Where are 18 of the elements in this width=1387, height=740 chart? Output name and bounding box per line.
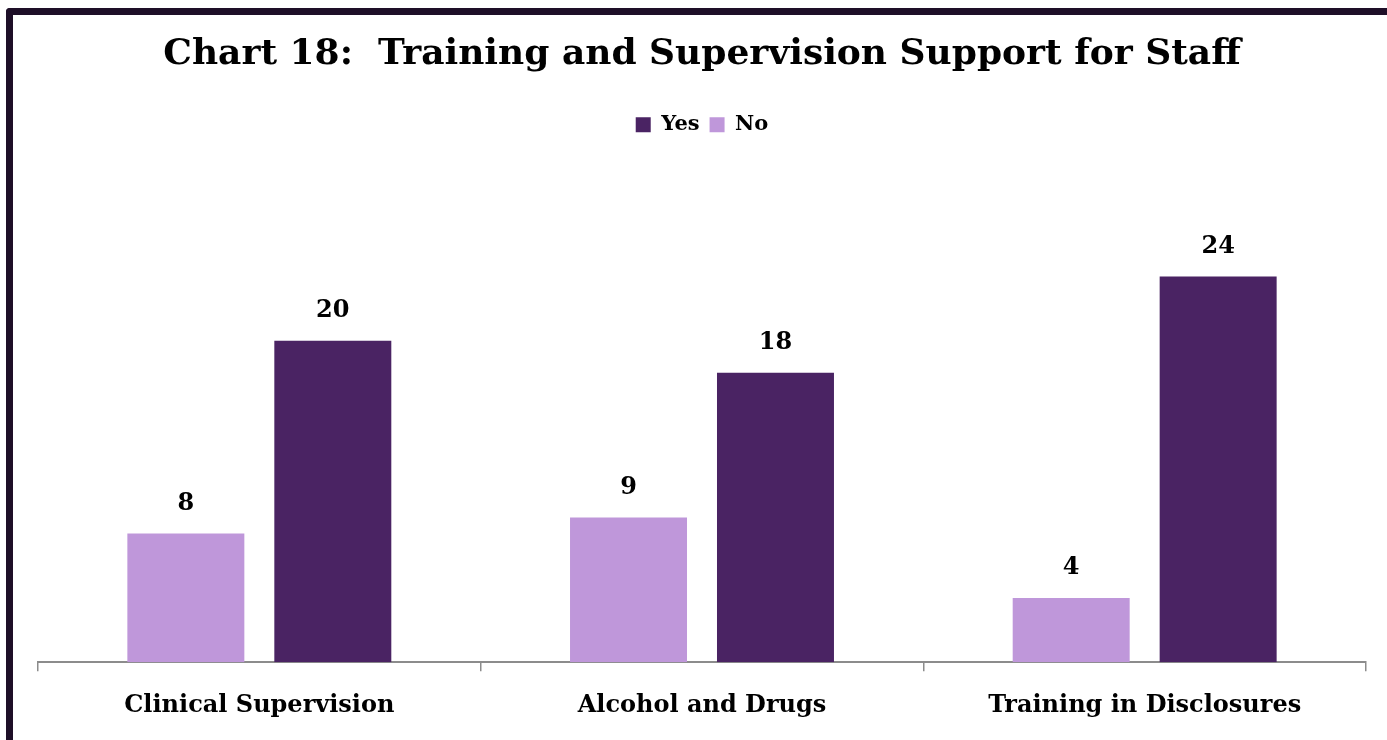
x-tick-label: Training in Disclosures bbox=[988, 688, 1302, 718]
x-tick-label: Clinical Supervision bbox=[124, 688, 395, 718]
legend-label: Yes bbox=[660, 110, 700, 136]
legend-label: No bbox=[735, 110, 769, 136]
data-label: 24 bbox=[1201, 229, 1235, 259]
data-label: 4 bbox=[1062, 551, 1080, 581]
bar bbox=[127, 533, 245, 663]
bar bbox=[570, 517, 688, 663]
bar bbox=[716, 372, 834, 663]
chart-title: Chart 18: Training and Supervision Support for Staff bbox=[163, 29, 1244, 72]
data-label: 9 bbox=[620, 470, 637, 500]
x-tick-label: Alcohol and Drugs bbox=[576, 688, 827, 718]
data-label: 8 bbox=[177, 486, 195, 516]
bar bbox=[274, 340, 392, 663]
bar bbox=[1012, 597, 1130, 663]
bar bbox=[1159, 276, 1277, 663]
data-label: 20 bbox=[316, 293, 350, 323]
data-label: 18 bbox=[758, 326, 793, 356]
